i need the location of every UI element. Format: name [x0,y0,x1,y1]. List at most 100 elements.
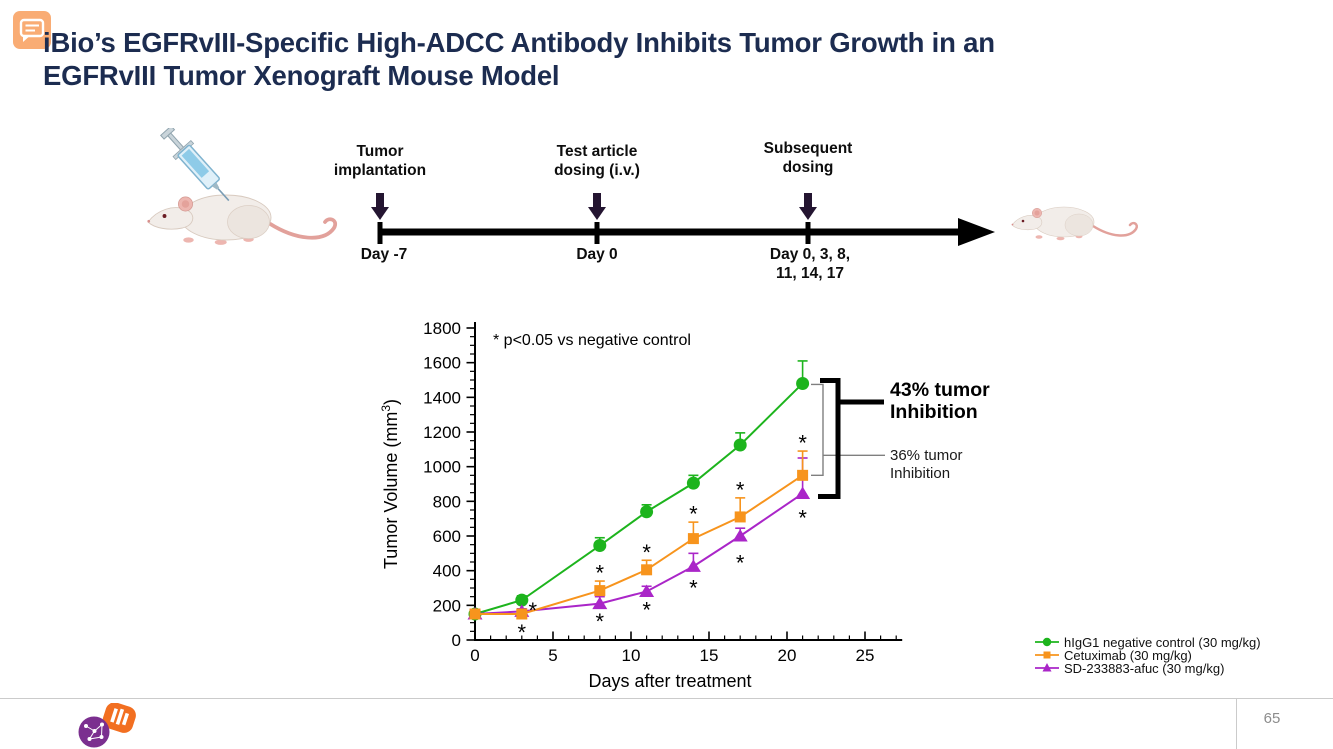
page-title-line2: EGFRvIII Tumor Xenograft Mouse Model [43,60,560,91]
x-axis-label: Days after treatment [588,671,751,691]
data-point-square [797,469,809,481]
ibio-logo[interactable] [73,703,147,749]
legend-marker-square [1043,651,1051,659]
significance-asterisk-sd_233883: * [798,506,807,531]
page-number: 65 [1263,710,1281,727]
data-point-square [687,533,699,545]
legend-item: SD-233883-afuc (30 mg/kg) [1035,661,1224,676]
y-tick-label: 0 [452,631,461,650]
x-tick-label: 0 [470,646,479,665]
inhibition-36-line2: Inhibition [890,465,950,482]
data-point-circle [515,593,529,607]
logo-purple-shape [78,716,110,748]
significance-asterisk-cetuximab: * [596,561,605,586]
significance-asterisk-sd_233883: * [689,575,698,600]
significance-asterisk-cetuximab: * [642,540,651,565]
timeline-event-label-2: Test article dosing (i.v.) [487,142,707,180]
legend-item: hIgG1 negative control (30 mg/kg) [1035,635,1261,650]
data-point-square [469,608,481,620]
page-title-line1: iBio’s EGFRvIII-Specific High-ADCC Antib… [43,27,995,58]
bracket-36pct [811,383,885,477]
y-tick-label: 1800 [423,319,461,338]
data-point-triangle [639,584,655,597]
timeline-tick-day0 [594,222,600,244]
y-tick-label: 1600 [423,354,461,373]
significance-asterisk-cetuximab: * [689,502,698,527]
significance-asterisk-sd_233883: * [736,551,745,576]
inhibition-36-line1: 36% tumor [890,447,963,464]
footer-vertical-divider [1236,699,1237,749]
timeline-event-arrows [371,193,817,220]
data-point-circle [796,376,810,390]
legend-label: Cetuximab (30 mg/kg) [1064,648,1192,663]
significance-asterisk-cetuximab: * [736,477,745,502]
series-line [474,382,804,615]
y-axis-label: Tumor Volume (mm3) [379,399,401,569]
event1-line1: Tumor [356,143,404,160]
legend-label: hIgG1 negative control (30 mg/kg) [1064,635,1261,650]
bracket-43pct [818,377,884,500]
bracket-43pct-path [818,377,841,500]
event3-line1: Subsequent [763,140,853,157]
y-tick-label: 200 [433,596,461,615]
x-tick-label: 10 [622,646,641,665]
study-timeline-graphic [145,128,1139,247]
day1-line1: Day -7 [360,246,408,263]
timeline-bar [380,228,962,236]
bubble-tail [23,35,30,42]
x-tick-label: 25 [856,646,875,665]
y-tick-label: 1000 [423,458,461,477]
bracket-36pct-path [811,383,824,477]
y-tick-label: 1400 [423,388,461,407]
legend-marker-circle [1042,637,1052,647]
data-point-triangle [592,596,608,610]
event1-line2: implantation [333,162,427,179]
y-tick-label: 800 [433,492,461,511]
data-point-triangle [732,529,748,542]
timeline-tick-subsequent [805,222,811,244]
down-arrow-icon [588,193,606,220]
comment-icon[interactable] [13,11,51,49]
data-point-square [641,564,653,576]
day3-line2: 11, 14, 17 [775,265,845,282]
mouse-left-illustration [145,193,338,247]
data-point-square [594,585,606,597]
syringe-icon [160,128,230,202]
data-point-triangle [795,486,811,500]
data-point-circle [593,539,607,553]
x-tick-label: 5 [548,646,557,665]
footer-divider-line [0,698,1333,699]
significance-asterisk-sd_233883: * [518,620,527,645]
down-arrow-icon [799,193,817,220]
y-tick-label: 1200 [423,423,461,442]
data-point-square [516,608,528,620]
series-circle [468,360,810,621]
inhibition-43-line2: Inhibition [890,401,978,423]
y-tick-label: 600 [433,527,461,546]
x-tick-label: 15 [700,646,719,665]
timeline-day-label-2: Day 0 [497,245,697,264]
timeline-tick-day-minus7 [377,222,383,244]
series-square [469,450,809,620]
legend-item: Cetuximab (30 mg/kg) [1035,648,1192,663]
timeline-event-label-1: Tumor implantation [270,142,490,180]
timeline-arrowhead-icon [958,218,995,246]
logo-orange-shape [102,703,136,733]
data-point-circle [640,505,654,519]
day2-line1: Day 0 [576,246,618,263]
significance-asterisk-sd_233883: * [596,609,605,634]
significance-asterisk-cetuximab: * [798,431,807,456]
timeline-day-label-1: Day -7 [284,245,484,264]
data-point-circle [733,438,747,452]
significance-asterisk-sd_233883: * [642,597,651,622]
timeline-event-label-3: Subsequent dosing [698,139,918,177]
legend-label: SD-233883-afuc (30 mg/kg) [1064,661,1224,676]
day3-line1: Day 0, 3, 8, [769,246,851,263]
tumor-volume-chart: 0 200 400 600 800 1000 1200 1400 1600 1800 0 5 10 15 2… [379,319,1261,691]
data-point-triangle [685,559,701,572]
event3-line2: dosing [782,159,834,176]
inhibition-43-line1: 43% tumor [890,379,990,401]
timeline-day-label-3: Day 0, 3, 8, 11, 14, 17 [710,245,910,283]
significance-asterisk-cetuximab: * [528,598,537,623]
